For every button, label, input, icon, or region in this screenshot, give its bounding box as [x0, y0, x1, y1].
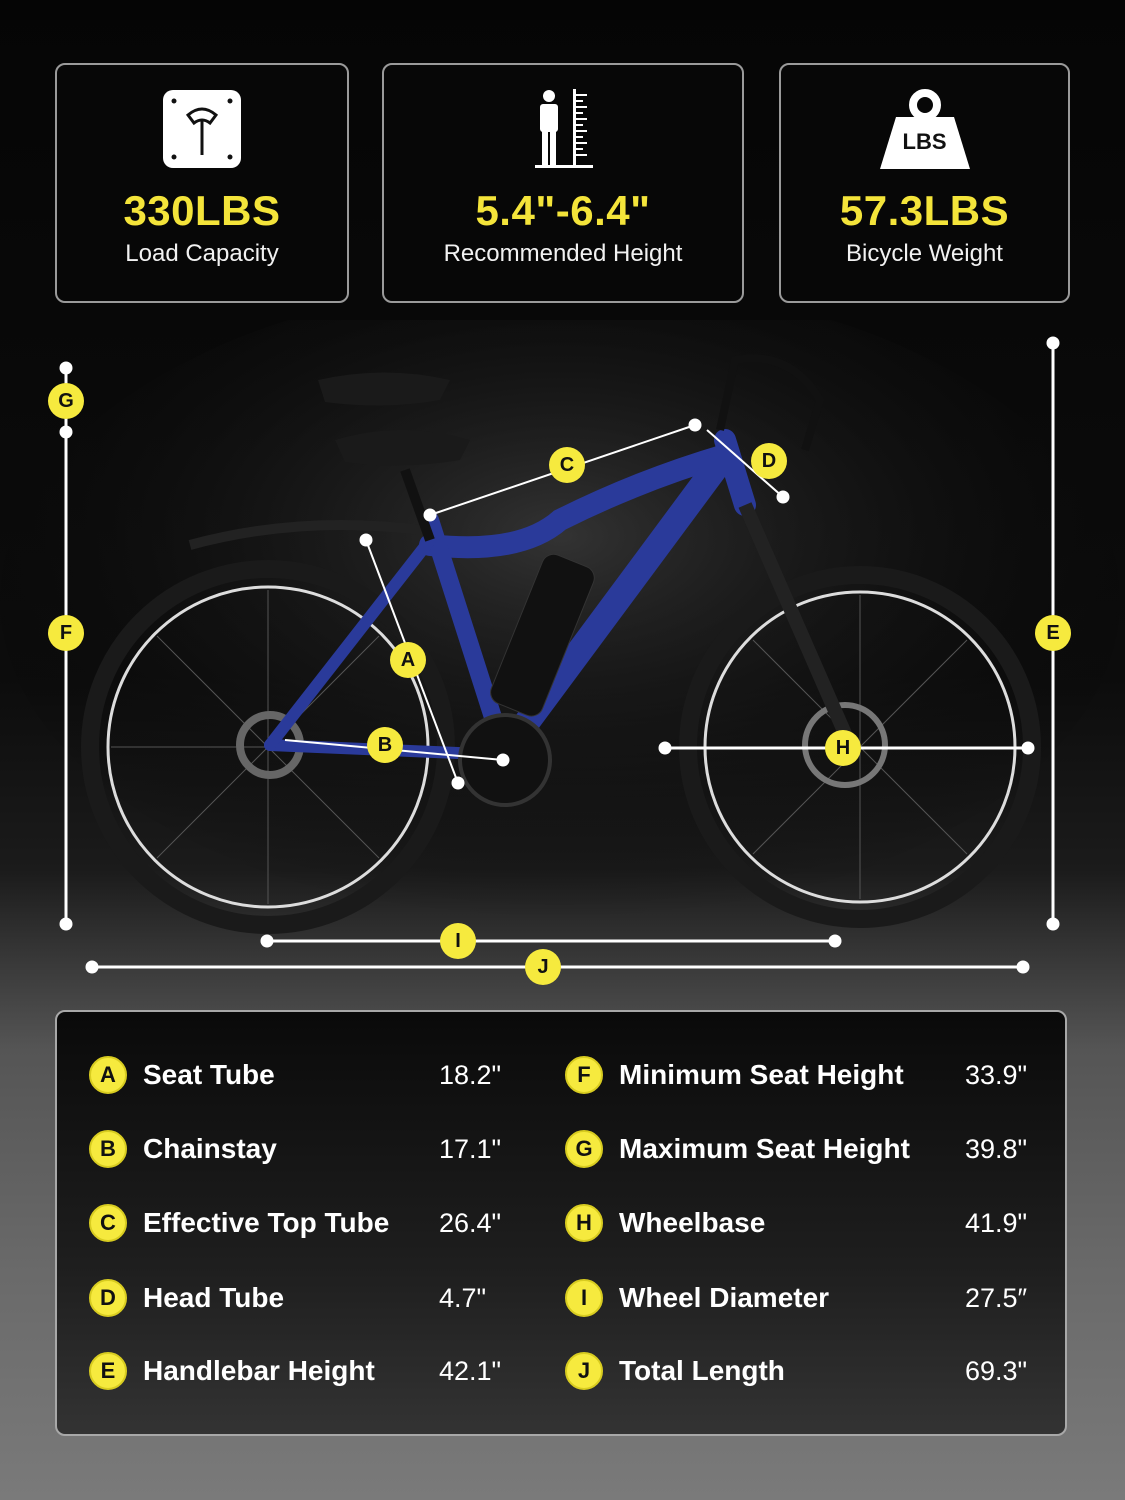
spec-row: D Head Tube 4.7": [89, 1278, 486, 1318]
spec-letter-badge: I: [565, 1279, 603, 1317]
bike-diagram: A B C D E F G H I J: [0, 320, 1125, 1000]
spec-row: A Seat Tube 18.2": [89, 1055, 501, 1095]
spec-letter-badge: D: [89, 1279, 127, 1317]
spec-row: C Effective Top Tube 26.4": [89, 1203, 501, 1243]
spec-row: I Wheel Diameter 27.5″: [565, 1278, 1027, 1318]
marker-g: G: [48, 383, 84, 419]
spec-value: 17.1": [439, 1133, 502, 1164]
marker-b: B: [367, 727, 403, 763]
spec-label: Effective Top Tube: [143, 1207, 390, 1238]
spec-label: Maximum Seat Height: [619, 1133, 910, 1164]
spec-label: Wheelbase: [619, 1207, 766, 1238]
spec-value: 41.9": [965, 1207, 1028, 1238]
spec-value: 4.7": [439, 1282, 487, 1313]
spec-label: Minimum Seat Height: [619, 1059, 904, 1090]
scale-icon: [163, 90, 241, 168]
spec-label: Wheel Diameter: [619, 1282, 830, 1313]
recommended-height-label: Recommended Height: [443, 240, 683, 267]
marker-j: J: [525, 949, 561, 985]
spec-letter-badge: A: [89, 1056, 127, 1094]
spec-table: A Seat Tube 18.2" B Chainstay 17.1" C Effective…: [55, 1010, 1067, 1436]
spec-row: J Total Length 69.3": [565, 1351, 1027, 1391]
recommended-height-value: 5.4"-6.4": [475, 187, 651, 234]
marker-h: H: [825, 730, 861, 766]
spec-row: H Wheelbase 41.9": [565, 1203, 1027, 1243]
spec-value: 42.1": [439, 1355, 502, 1386]
spec-value: 27.5″: [965, 1282, 1028, 1313]
spec-label: Handlebar Height: [143, 1355, 375, 1386]
spec-row: B Chainstay 17.1": [89, 1129, 501, 1169]
spec-letter-badge: E: [89, 1352, 127, 1390]
weight-icon-text: LBS: [902, 129, 947, 154]
spec-label: Seat Tube: [143, 1059, 275, 1090]
height-ruler-icon: [535, 89, 593, 168]
spec-label: Head Tube: [143, 1282, 285, 1313]
spec-label: Total Length: [619, 1355, 785, 1386]
spec-value: 26.4": [439, 1207, 502, 1238]
recommended-height-card: 5.4"-6.4" Recommended Height: [382, 63, 744, 303]
bicycle-weight-value: 57.3LBS: [839, 187, 1010, 234]
spec-value: 39.8": [965, 1133, 1028, 1164]
weight-icon: LBS: [878, 89, 972, 173]
bike-illustration: [0, 320, 1120, 974]
marker-f: F: [48, 615, 84, 651]
spec-letter-badge: J: [565, 1352, 603, 1390]
marker-e: E: [1035, 615, 1071, 651]
spec-letter-badge: H: [565, 1204, 603, 1242]
marker-c: C: [549, 447, 585, 483]
marker-a: A: [390, 642, 426, 678]
load-capacity-label: Load Capacity: [125, 240, 279, 267]
load-capacity-value: 330LBS: [123, 187, 281, 234]
marker-i: I: [440, 923, 476, 959]
spec-letter-badge: C: [89, 1204, 127, 1242]
spec-value: 33.9": [965, 1059, 1028, 1090]
spec-value: 18.2": [439, 1059, 502, 1090]
marker-d: D: [751, 443, 787, 479]
bicycle-weight-card: LBS 57.3LBS Bicycle Weight: [779, 63, 1070, 303]
load-capacity-card: 330LBS Load Capacity: [55, 63, 349, 303]
spec-letter-badge: G: [565, 1130, 603, 1168]
spec-row: E Handlebar Height 42.1": [89, 1351, 501, 1391]
spec-value: 69.3": [965, 1355, 1028, 1386]
spec-row: G Maximum Seat Height 39.8": [565, 1129, 1027, 1169]
spec-label: Chainstay: [143, 1133, 277, 1164]
spec-letter-badge: B: [89, 1130, 127, 1168]
spec-letter-badge: F: [565, 1056, 603, 1094]
spec-row: F Minimum Seat Height 33.9": [565, 1055, 1027, 1095]
bicycle-weight-label: Bicycle Weight: [846, 240, 1003, 267]
